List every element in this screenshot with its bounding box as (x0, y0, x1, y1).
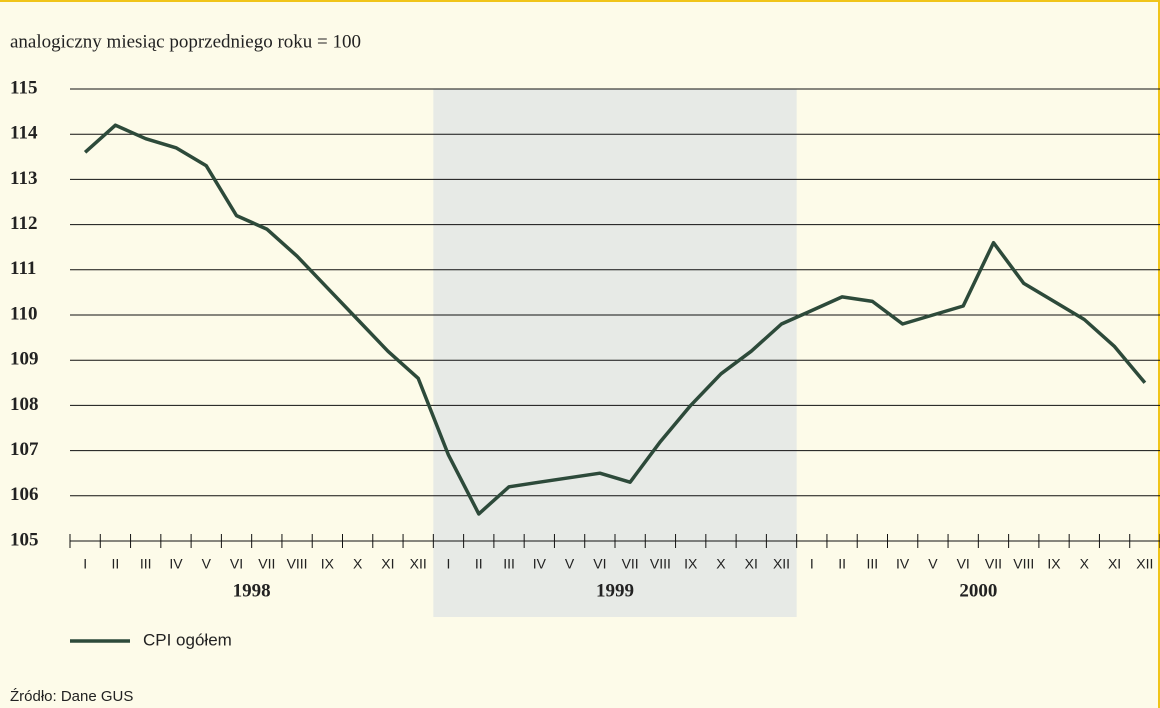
x-tick-label: V (202, 556, 212, 572)
x-tick-label: IV (896, 556, 910, 572)
x-tick-label: VI (230, 556, 243, 572)
x-tick-label: IX (1047, 556, 1061, 572)
x-tick-label: IX (321, 556, 335, 572)
x-tick-label: III (867, 556, 879, 572)
x-tick-label: VIII (287, 556, 308, 572)
x-tick-label: V (565, 556, 575, 572)
x-tick-label: III (503, 556, 515, 572)
y-tick-label: 111 (10, 258, 36, 279)
x-tick-label: VII (622, 556, 639, 572)
x-tick-label: V (928, 556, 938, 572)
x-tick-label: VIII (1013, 556, 1034, 572)
x-tick-label: XII (410, 556, 427, 572)
legend-label: CPI ogółem (143, 630, 232, 649)
x-tick-label: IV (169, 556, 183, 572)
x-tick-label: VI (957, 556, 970, 572)
x-tick-label: XI (1108, 556, 1121, 572)
x-tick-label: II (838, 556, 846, 572)
y-tick-label: 109 (10, 349, 39, 370)
x-tick-label: X (1080, 556, 1090, 572)
y-tick-label: 107 (10, 439, 39, 460)
x-tick-label: VII (985, 556, 1002, 572)
x-tick-label: XI (745, 556, 758, 572)
x-tick-label: X (716, 556, 726, 572)
y-tick-label: 115 (10, 77, 37, 98)
y-axis-label: analogiczny miesiąc poprzedniego roku = … (10, 31, 361, 52)
x-tick-label: XII (1136, 556, 1153, 572)
y-tick-label: 108 (10, 394, 39, 415)
x-tick-label: XII (773, 556, 790, 572)
source: Źródło: Dane GUS (10, 688, 133, 705)
series-line (83, 123, 1147, 516)
year-label: 2000 (959, 580, 997, 601)
y-tick-label: 105 (10, 529, 39, 550)
x-tick-label: I (810, 556, 814, 572)
x-tick-label: VI (593, 556, 606, 572)
x-tick-label: VIII (650, 556, 671, 572)
y-tick-label: 112 (10, 213, 37, 234)
x-tick-label: I (447, 556, 451, 572)
x-tick-label: IX (684, 556, 698, 572)
year-label: 1998 (233, 580, 271, 601)
year-label: 1999 (596, 580, 634, 601)
shaded-period (433, 89, 797, 617)
x-tick-label: III (140, 556, 152, 572)
x-tick-label: X (353, 556, 363, 572)
x-tick-label: I (83, 556, 87, 572)
x-tick-label: II (475, 556, 483, 572)
y-tick-label: 106 (10, 484, 39, 505)
y-tick-label: 110 (10, 303, 37, 324)
x-tick-label: II (112, 556, 120, 572)
x-tick-label: VII (258, 556, 275, 572)
x-tick-label: XI (381, 556, 394, 572)
y-tick-label: 113 (10, 168, 37, 189)
x-tick-label: IV (533, 556, 547, 572)
y-tick-label: 114 (10, 123, 38, 144)
